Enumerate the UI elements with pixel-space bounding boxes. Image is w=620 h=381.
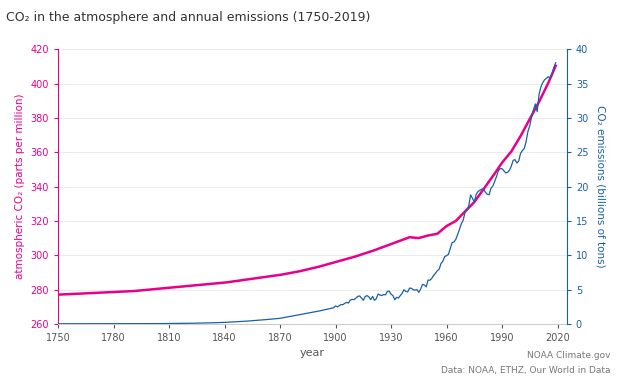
X-axis label: year: year [300, 348, 325, 359]
Y-axis label: CO₂ emissions (billions of tons): CO₂ emissions (billions of tons) [595, 105, 605, 268]
Text: CO₂ in the atmosphere and annual emissions (1750-2019): CO₂ in the atmosphere and annual emissio… [6, 11, 371, 24]
Text: Data: NOAA, ETHZ, Our World in Data: Data: NOAA, ETHZ, Our World in Data [441, 366, 611, 375]
Text: NOAA Climate.gov: NOAA Climate.gov [527, 351, 611, 360]
Y-axis label: atmospheric CO₂ (parts per million): atmospheric CO₂ (parts per million) [15, 94, 25, 279]
